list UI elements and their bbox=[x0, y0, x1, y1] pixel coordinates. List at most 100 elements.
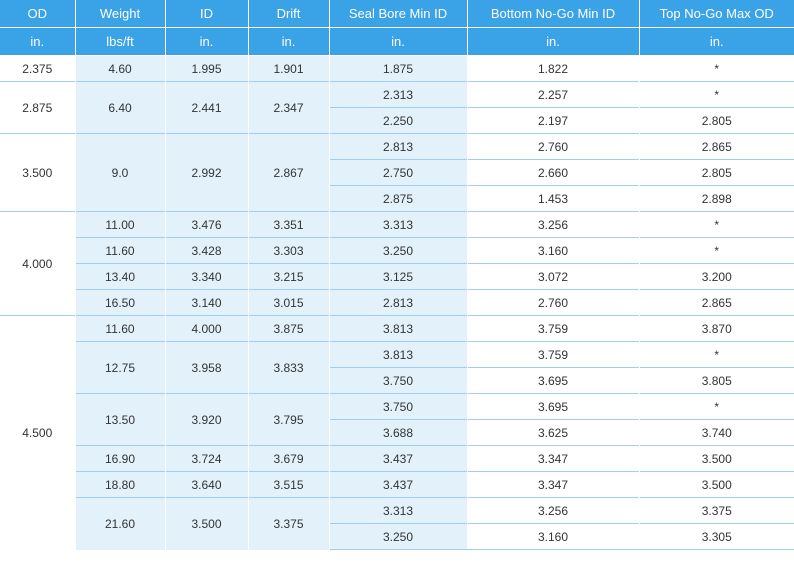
bottom-nogo-cell: 2.660 bbox=[467, 159, 640, 186]
id-cell: 3.340 bbox=[165, 263, 249, 290]
table-header: OD Weight ID Drift Seal Bore Min ID Bott… bbox=[0, 0, 794, 56]
seal-bore-cell: 1.875 bbox=[329, 55, 468, 82]
bottom-nogo-cell: 3.160 bbox=[467, 523, 640, 550]
seal-bore-cell: 2.750 bbox=[329, 159, 468, 186]
top-nogo-cell: 3.500 bbox=[639, 471, 794, 498]
bottom-nogo-cell: 3.347 bbox=[467, 471, 640, 498]
table-row: 4.500 11.60 4.000 3.875 3.813 3.759 3.870 bbox=[0, 315, 794, 550]
top-nogo-cell: * bbox=[639, 211, 794, 238]
table-row: 2.875 6.40 2.441 2.347 2.313 2.257 * bbox=[0, 81, 794, 134]
drift-cell: 3.875 bbox=[248, 315, 330, 342]
table-row: 2.375 4.60 1.995 1.901 1.875 1.822 * bbox=[0, 55, 794, 82]
unit-od: in. bbox=[0, 27, 76, 56]
id-cell: 3.958 bbox=[165, 341, 249, 394]
top-nogo-cell: 3.200 bbox=[639, 263, 794, 290]
weight-cell: 4.60 bbox=[75, 55, 166, 82]
seal-bore-cell: 3.813 bbox=[329, 341, 468, 368]
top-nogo-cell: 3.500 bbox=[639, 445, 794, 472]
drift-cell: 3.515 bbox=[248, 471, 330, 498]
drift-cell: 3.795 bbox=[248, 393, 330, 446]
top-nogo-cell: 2.805 bbox=[639, 107, 794, 134]
table-row: 2.875 1.453 2.898 bbox=[0, 185, 794, 212]
id-cell: 2.992 bbox=[165, 133, 249, 212]
table-row: 3.500 9.0 2.992 2.867 2.813 2.760 2.865 bbox=[0, 133, 794, 212]
drift-cell: 3.833 bbox=[248, 341, 330, 394]
id-cell: 3.724 bbox=[165, 445, 249, 472]
top-nogo-cell: 3.870 bbox=[639, 315, 794, 342]
col-seal-bore-header: Seal Bore Min ID bbox=[329, 0, 468, 28]
od-cell: 2.375 bbox=[0, 55, 76, 82]
bottom-nogo-cell: 3.256 bbox=[467, 497, 640, 524]
bottom-nogo-cell: 2.257 bbox=[467, 81, 640, 108]
od-cell: 2.875 bbox=[0, 81, 76, 134]
top-nogo-cell: 3.305 bbox=[639, 523, 794, 550]
weight-cell: 9.0 bbox=[75, 133, 166, 212]
top-nogo-cell: 2.865 bbox=[639, 133, 794, 160]
top-nogo-cell: * bbox=[639, 393, 794, 420]
bottom-nogo-cell: 2.197 bbox=[467, 107, 640, 134]
drift-cell: 3.375 bbox=[248, 497, 330, 550]
drift-cell: 2.347 bbox=[248, 81, 330, 134]
col-drift-header: Drift bbox=[248, 0, 330, 28]
table-row: 21.60 3.500 3.375 3.313 3.256 3.375 bbox=[0, 497, 794, 550]
unit-drift: in. bbox=[248, 27, 330, 56]
weight-cell: 13.40 bbox=[75, 263, 166, 290]
id-cell: 3.476 bbox=[165, 211, 249, 238]
seal-bore-cell: 3.313 bbox=[329, 211, 468, 238]
id-cell: 3.500 bbox=[165, 497, 249, 550]
weight-cell: 13.50 bbox=[75, 393, 166, 446]
weight-cell: 12.75 bbox=[75, 341, 166, 394]
unit-seal-bore: in. bbox=[329, 27, 468, 56]
unit-weight: lbs/ft bbox=[75, 27, 166, 56]
top-nogo-cell: 3.740 bbox=[639, 419, 794, 446]
col-weight-header: Weight bbox=[75, 0, 166, 28]
seal-bore-cell: 3.313 bbox=[329, 497, 468, 524]
seal-bore-cell: 3.437 bbox=[329, 471, 468, 498]
table-row: 3.250 3.160 3.305 bbox=[0, 523, 794, 550]
seal-bore-cell: 3.250 bbox=[329, 523, 468, 550]
seal-bore-cell: 3.125 bbox=[329, 263, 468, 290]
seal-bore-cell: 3.750 bbox=[329, 393, 468, 420]
bottom-nogo-cell: 3.695 bbox=[467, 367, 640, 394]
drift-cell: 3.679 bbox=[248, 445, 330, 472]
bottom-nogo-cell: 2.760 bbox=[467, 289, 640, 316]
table-body: 2.375 4.60 1.995 1.901 1.875 1.822 * 2.875 6.40 2… bbox=[0, 55, 794, 550]
top-nogo-cell: * bbox=[639, 81, 794, 108]
drift-cell: 1.901 bbox=[248, 55, 330, 82]
seal-bore-cell: 3.750 bbox=[329, 367, 468, 394]
id-cell: 2.441 bbox=[165, 81, 249, 134]
unit-row: in. lbs/ft in. in. in. in. in. bbox=[0, 27, 794, 56]
col-bottom-nogo-header: Bottom No-Go Min ID bbox=[467, 0, 640, 28]
table-row: 12.75 3.958 3.833 3.813 3.759 * bbox=[0, 341, 794, 394]
table-row: 2.250 2.197 2.805 bbox=[0, 107, 794, 134]
weight-cell: 21.60 bbox=[75, 497, 166, 550]
seal-bore-cell: 3.250 bbox=[329, 237, 468, 264]
bottom-nogo-cell: 2.760 bbox=[467, 133, 640, 160]
id-cell: 3.428 bbox=[165, 237, 249, 264]
bottom-nogo-cell: 3.160 bbox=[467, 237, 640, 264]
weight-cell: 11.60 bbox=[75, 237, 166, 264]
bottom-nogo-cell: 3.072 bbox=[467, 263, 640, 290]
od-cell: 4.500 bbox=[0, 315, 76, 550]
od-cell: 3.500 bbox=[0, 133, 76, 212]
seal-bore-cell: 2.313 bbox=[329, 81, 468, 108]
seal-bore-cell: 2.875 bbox=[329, 185, 468, 212]
bottom-nogo-cell: 3.256 bbox=[467, 211, 640, 238]
col-od-header: OD bbox=[0, 0, 76, 28]
top-nogo-cell: 2.865 bbox=[639, 289, 794, 316]
drift-cell: 2.867 bbox=[248, 133, 330, 212]
weight-cell: 11.60 bbox=[75, 315, 166, 342]
top-nogo-cell: * bbox=[639, 55, 794, 82]
seal-bore-cell: 2.250 bbox=[329, 107, 468, 134]
bottom-nogo-cell: 3.347 bbox=[467, 445, 640, 472]
bottom-nogo-cell: 3.759 bbox=[467, 341, 640, 368]
table-row: 13.50 3.920 3.795 3.750 3.695 * bbox=[0, 393, 794, 446]
weight-cell: 6.40 bbox=[75, 81, 166, 134]
unit-id: in. bbox=[165, 27, 249, 56]
col-top-nogo-header: Top No-Go Max OD bbox=[639, 0, 794, 28]
table-row: 2.750 2.660 2.805 bbox=[0, 159, 794, 186]
seal-bore-cell: 3.688 bbox=[329, 419, 468, 446]
table-row: 18.80 3.640 3.515 3.437 3.347 3.500 bbox=[0, 471, 794, 498]
id-cell: 1.995 bbox=[165, 55, 249, 82]
table-row: 11.60 3.428 3.303 3.250 3.160 * bbox=[0, 237, 794, 264]
